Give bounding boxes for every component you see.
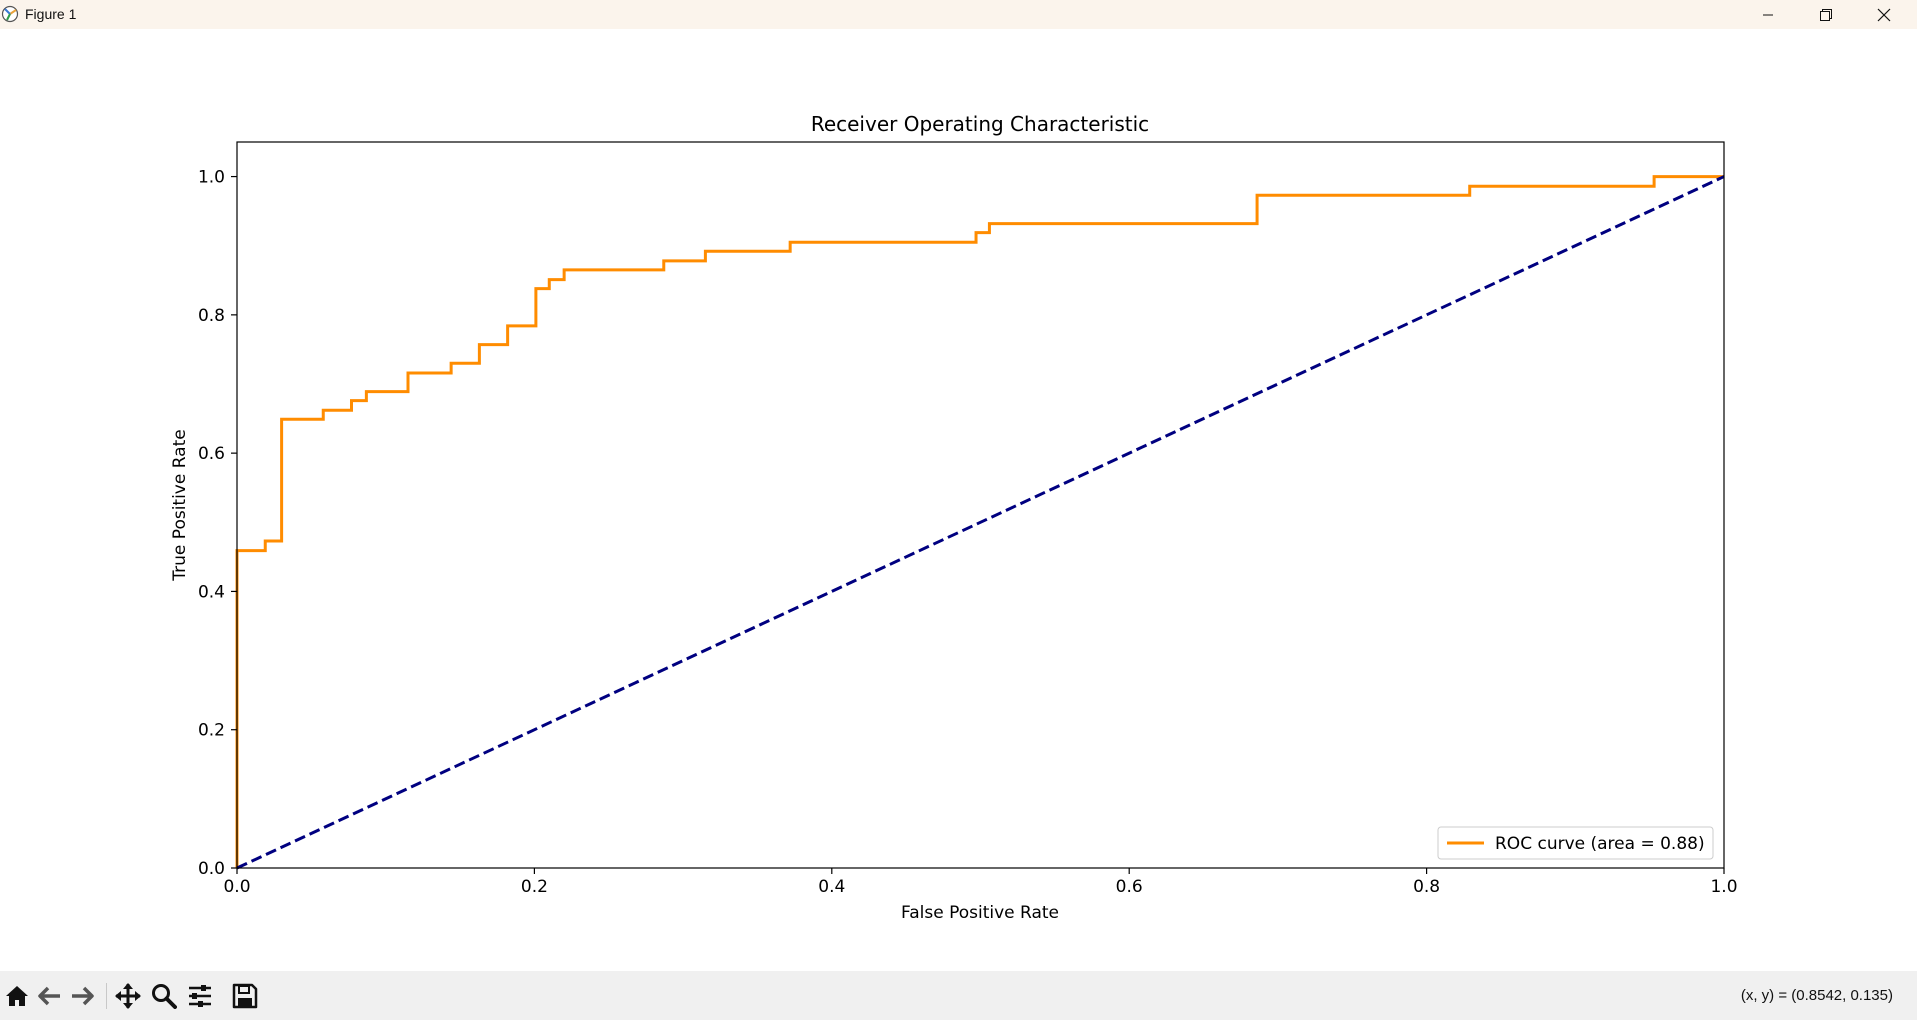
- zoom-button[interactable]: [149, 981, 179, 1011]
- x-tick-label: 0.6: [1116, 877, 1143, 897]
- close-button[interactable]: [1855, 0, 1913, 29]
- y-tick-label: 1.0: [198, 168, 225, 188]
- x-tick-label: 1.0: [1710, 877, 1737, 897]
- y-tick-label: 0.4: [198, 582, 225, 602]
- window-title: Figure 1: [25, 6, 77, 22]
- x-tick-label: 0.0: [223, 877, 250, 897]
- toolbar-separator: [106, 983, 107, 1009]
- legend-box: [1437, 826, 1714, 860]
- x-tick-label: 0.4: [818, 877, 845, 897]
- roc-chart[interactable]: 0.0 0.2 0.4 0.6 0.8 1.0 0.0 0.2 0.4 0.6 0.8 1.0 Rec…: [0, 29, 1917, 971]
- x-axis-label: False Positive Rate: [901, 903, 1059, 923]
- matplotlib-app-icon: [1, 5, 19, 23]
- diagonal-reference-line: [236, 175, 1725, 870]
- plot-frame: [236, 141, 1725, 869]
- roc-curve-line: [235, 175, 1724, 868]
- legend: ROC curve (area = 0.88): [1437, 826, 1714, 860]
- home-button[interactable]: [2, 981, 32, 1011]
- y-tick-label: 0.2: [198, 721, 225, 741]
- cursor-coordinates: (x, y) = (0.8542, 0.135): [1740, 987, 1893, 1004]
- chart-title: Receiver Operating Characteristic: [811, 112, 1149, 136]
- minimize-icon: [1763, 14, 1773, 15]
- window-titlebar: Figure 1: [0, 0, 1917, 29]
- legend-label-roc: ROC curve (area = 0.88): [1495, 834, 1705, 854]
- save-icon: [232, 983, 258, 1009]
- back-button[interactable]: [35, 981, 65, 1011]
- forward-icon: [72, 986, 94, 1006]
- figure-canvas[interactable]: 0.0 0.2 0.4 0.6 0.8 1.0 0.0 0.2 0.4 0.6 0.8 1.0 Rec…: [0, 29, 1917, 971]
- pan-button[interactable]: [113, 981, 143, 1011]
- save-button[interactable]: [230, 981, 260, 1011]
- navigation-toolbar: (x, y) = (0.8542, 0.135): [0, 971, 1917, 1020]
- x-tick-label: 0.8: [1413, 877, 1440, 897]
- pan-icon: [115, 983, 141, 1009]
- x-tick-label: 0.2: [521, 877, 548, 897]
- y-tick-label: 0.8: [198, 306, 225, 326]
- configure-subplots-button[interactable]: [185, 981, 215, 1011]
- close-icon: [1877, 8, 1891, 21]
- restore-button[interactable]: [1797, 0, 1855, 29]
- restore-icon: [1820, 8, 1832, 21]
- zoom-icon: [152, 984, 177, 1009]
- forward-button[interactable]: [67, 981, 97, 1011]
- back-icon: [38, 986, 60, 1006]
- y-tick-label: 0.0: [198, 859, 225, 879]
- minimize-button[interactable]: [1739, 0, 1797, 29]
- home-icon: [6, 986, 28, 1006]
- y-axis-label: True Positive Rate: [170, 429, 190, 581]
- y-tick-label: 0.6: [198, 444, 225, 464]
- configure-subplots-icon: [189, 985, 211, 1007]
